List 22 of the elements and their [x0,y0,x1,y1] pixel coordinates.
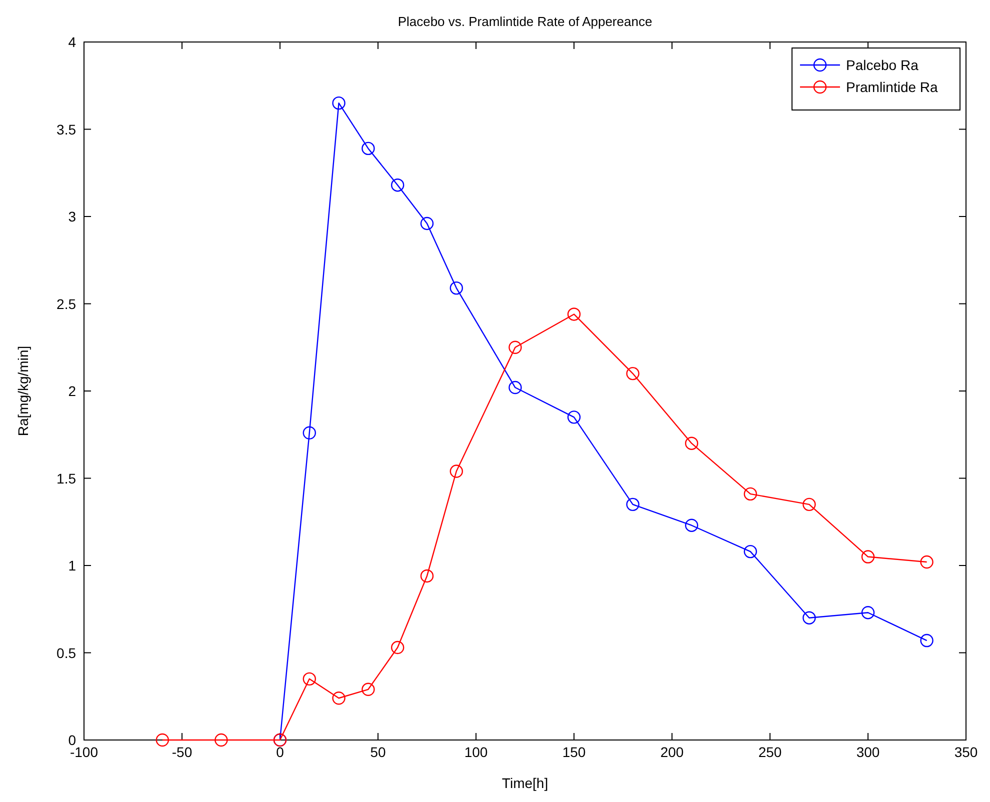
x-tick-label: 250 [758,744,782,760]
x-tick-label: 100 [464,744,488,760]
y-tick-label: 3 [68,208,76,224]
y-tick-label: 0.5 [56,644,76,661]
x-tick-label: 150 [562,744,586,760]
y-tick-label: 4 [68,34,76,50]
y-tick-label: 1.5 [56,470,76,486]
x-tick-label: 300 [856,744,880,760]
x-tick-label: 0 [276,744,284,760]
x-tick-label: 200 [660,744,684,760]
y-tick-label: 2.5 [56,296,76,312]
x-tick-label: 350 [954,744,978,760]
chart-title: Placebo vs. Pramlintide Rate of Appereance [398,14,652,29]
y-tick-label: 3.5 [56,121,76,138]
legend-label: Pramlintide Ra [846,79,938,95]
y-axis-title: Ra[mg/kg/min] [15,346,31,436]
x-tick-label: -50 [172,744,192,760]
x-tick-label: 50 [370,744,386,760]
x-axis-title: Time[h] [502,775,548,791]
y-tick-label: 1 [68,558,76,574]
y-tick-label: 2 [68,383,76,399]
legend-label: Palcebo Ra [846,57,919,73]
